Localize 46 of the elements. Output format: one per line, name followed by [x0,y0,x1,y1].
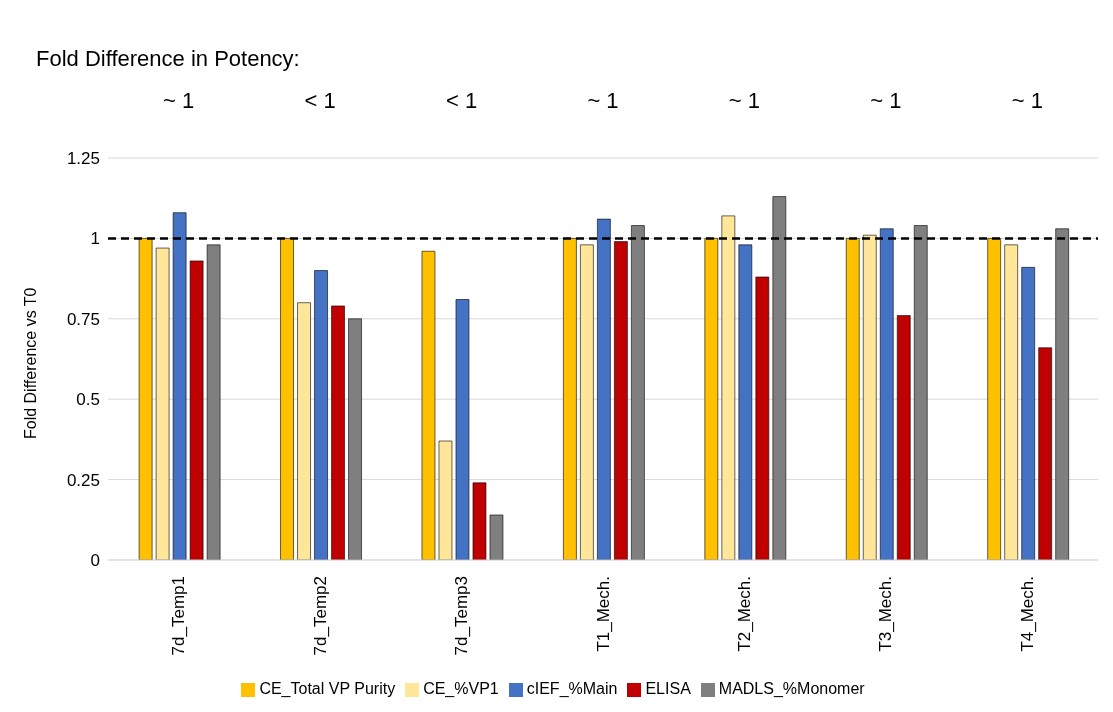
x-tick-label: 7d_Temp2 [310,576,330,656]
text: ~ 1 [162,88,196,114]
bar [297,302,311,560]
bar [738,244,753,560]
y-tick-label: 0 [90,551,100,571]
y-tick-label: 1.25 [66,149,100,169]
bar [1004,244,1018,560]
bar [1038,347,1052,560]
text: ~ 1 [586,88,620,114]
bar [206,244,221,560]
x-tick-label: T3_Mech. [876,576,896,652]
y-tick-label: 0.25 [66,470,100,490]
bar [348,318,362,560]
legend-label: ELISA [645,680,691,697]
bar [755,276,770,560]
y-tick-label: 0.5 [76,390,100,410]
bar [489,514,504,560]
x-tick-label: 7d_Temp3 [452,576,472,656]
bar [472,482,487,560]
x-tick-label: T4_Mech. [1017,576,1037,652]
bar [155,247,170,560]
bar [1021,267,1035,560]
text: < 1 [303,88,337,114]
bar [314,270,328,560]
bar [455,299,470,560]
x-tick-label: T2_Mech. [734,576,754,652]
y-tick-label: 1 [90,229,100,249]
text: ~ 1 [1010,88,1044,114]
legend-label: CE_%VP1 [423,680,499,697]
bar [580,244,594,560]
text: < 1 [444,88,479,114]
legend-label: CE_Total VP Purity [259,680,396,697]
x-tick-label: T1_Mech. [593,576,613,652]
bar [896,315,911,560]
legend-label: MADLS_%Monomer [718,680,865,697]
bar [189,260,204,560]
text: ~ 1 [727,88,761,114]
y-axis-title: Fold Difference vs T0 [21,287,39,439]
bar [438,440,453,560]
y-tick-label: 0.75 [66,309,100,329]
text: ~ 1 [869,88,903,114]
x-tick-label: 7d_Temp1 [169,576,189,656]
bar [421,250,436,560]
chart-title: Fold Difference in Potency: [36,46,300,72]
legend-label: cIEF_%Main [526,680,618,697]
bar [331,305,345,560]
